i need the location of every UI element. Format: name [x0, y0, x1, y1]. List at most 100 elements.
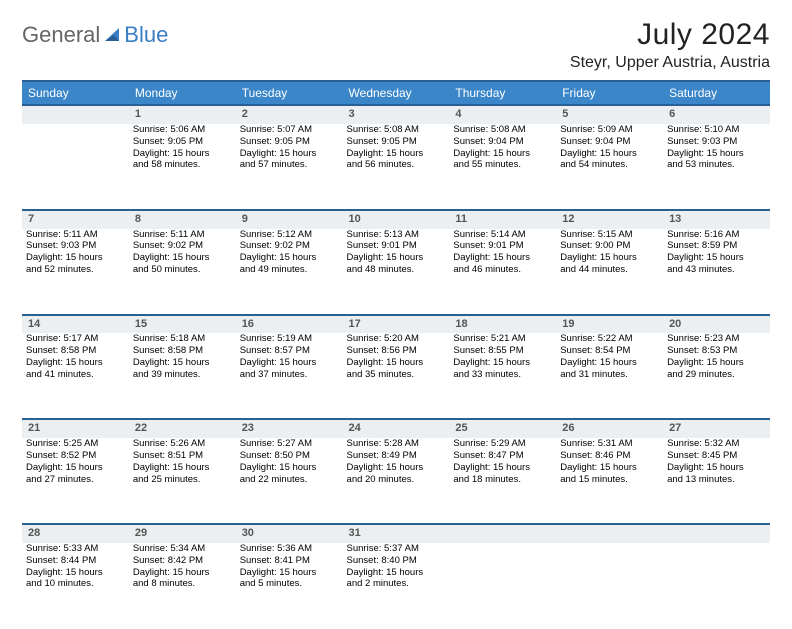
day-cell [449, 543, 556, 629]
weekday-header: Thursday [449, 81, 556, 105]
daylight-text: and 52 minutes. [26, 264, 125, 276]
day-number: 6 [663, 105, 770, 124]
sunrise-text: Sunrise: 5:31 AM [560, 438, 659, 450]
sunrise-text: Sunrise: 5:32 AM [667, 438, 766, 450]
daylight-text: and 57 minutes. [240, 159, 339, 171]
location: Steyr, Upper Austria, Austria [570, 54, 770, 72]
sunset-text: Sunset: 8:42 PM [133, 555, 232, 567]
sunset-text: Sunset: 8:47 PM [453, 450, 552, 462]
sunrise-text: Sunrise: 5:36 AM [240, 543, 339, 555]
sunset-text: Sunset: 9:02 PM [133, 240, 232, 252]
sunset-text: Sunset: 8:40 PM [347, 555, 446, 567]
daylight-text: Daylight: 15 hours [667, 252, 766, 264]
sunrise-text: Sunrise: 5:13 AM [347, 229, 446, 241]
daylight-text: Daylight: 15 hours [26, 252, 125, 264]
sunrise-text: Sunrise: 5:33 AM [26, 543, 125, 555]
daylight-text: Daylight: 15 hours [133, 567, 232, 579]
sunset-text: Sunset: 9:04 PM [560, 136, 659, 148]
day-number: 22 [129, 419, 236, 438]
weekday-header: Saturday [663, 81, 770, 105]
daylight-text: Daylight: 15 hours [133, 148, 232, 160]
daylight-text: and 44 minutes. [560, 264, 659, 276]
day-number: 15 [129, 315, 236, 334]
sunrise-text: Sunrise: 5:10 AM [667, 124, 766, 136]
day-cell: Sunrise: 5:32 AMSunset: 8:45 PMDaylight:… [663, 438, 770, 524]
daylight-text: and 20 minutes. [347, 474, 446, 486]
sunrise-text: Sunrise: 5:11 AM [133, 229, 232, 241]
sunset-text: Sunset: 8:51 PM [133, 450, 232, 462]
sunset-text: Sunset: 8:59 PM [667, 240, 766, 252]
daylight-text: Daylight: 15 hours [453, 357, 552, 369]
sunrise-text: Sunrise: 5:09 AM [560, 124, 659, 136]
daylight-text: and 54 minutes. [560, 159, 659, 171]
day-cell: Sunrise: 5:23 AMSunset: 8:53 PMDaylight:… [663, 333, 770, 419]
sunset-text: Sunset: 9:00 PM [560, 240, 659, 252]
day-number [449, 524, 556, 543]
daylight-text: and 39 minutes. [133, 369, 232, 381]
sunrise-text: Sunrise: 5:27 AM [240, 438, 339, 450]
day-number: 13 [663, 210, 770, 229]
sunset-text: Sunset: 8:58 PM [26, 345, 125, 357]
month-title: July 2024 [570, 18, 770, 52]
day-content-row: Sunrise: 5:17 AMSunset: 8:58 PM Daylight:… [22, 333, 770, 419]
sunset-text: Sunset: 8:44 PM [26, 555, 125, 567]
daylight-text: Daylight: 15 hours [453, 252, 552, 264]
day-number [663, 524, 770, 543]
sunrise-text: Sunrise: 5:06 AM [133, 124, 232, 136]
sunrise-text: Sunrise: 5:29 AM [453, 438, 552, 450]
sunset-text: Sunset: 9:05 PM [240, 136, 339, 148]
sunset-text: Sunset: 9:04 PM [453, 136, 552, 148]
day-number: 30 [236, 524, 343, 543]
sunrise-text: Sunrise: 5:23 AM [667, 333, 766, 345]
daylight-text: Daylight: 15 hours [453, 462, 552, 474]
day-cell: Sunrise: 5:06 AMSunset: 9:05 PMDaylight:… [129, 124, 236, 210]
day-number: 1 [129, 105, 236, 124]
day-cell: Sunrise: 5:11 AMSunset: 9:03 PMDaylight:… [22, 229, 129, 315]
sunset-text: Sunset: 9:01 PM [347, 240, 446, 252]
sunset-text: Sunset: 9:01 PM [453, 240, 552, 252]
daylight-text: Daylight: 15 hours [240, 148, 339, 160]
day-number: 14 [22, 315, 129, 334]
day-number: 25 [449, 419, 556, 438]
day-number: 21 [22, 419, 129, 438]
day-cell: Sunrise: 5:11 AMSunset: 9:02 PMDaylight:… [129, 229, 236, 315]
day-content-row: Sunrise: 5:25 AMSunset: 8:52 PMDaylight:… [22, 438, 770, 524]
day-cell: Sunrise: 5:36 AMSunset: 8:41 PMDaylight:… [236, 543, 343, 629]
sunrise-text: Sunrise: 5:20 AM [347, 333, 446, 345]
day-number-row: 28293031 [22, 524, 770, 543]
day-number: 28 [22, 524, 129, 543]
sunrise-text: Sunrise: 5:17 AM [26, 333, 125, 345]
day-cell: Sunrise: 5:08 AMSunset: 9:05 PMDaylight:… [343, 124, 450, 210]
day-number [556, 524, 663, 543]
sunrise-text: Sunrise: 5:25 AM [26, 438, 125, 450]
daylight-text: and 33 minutes. [453, 369, 552, 381]
sunrise-text: Sunrise: 5:16 AM [667, 229, 766, 241]
daylight-text: and 55 minutes. [453, 159, 552, 171]
daylight-text: and 2 minutes. [347, 578, 446, 590]
day-cell: Sunrise: 5:15 AMSunset: 9:00 PMDaylight:… [556, 229, 663, 315]
sunset-text: Sunset: 8:50 PM [240, 450, 339, 462]
daylight-text: Daylight: 15 hours [560, 252, 659, 264]
daylight-text: and 48 minutes. [347, 264, 446, 276]
daylight-text: and 25 minutes. [133, 474, 232, 486]
sunset-text: Sunset: 8:46 PM [560, 450, 659, 462]
day-number: 9 [236, 210, 343, 229]
day-cell: Sunrise: 5:14 AMSunset: 9:01 PMDaylight:… [449, 229, 556, 315]
daylight-text: Daylight: 15 hours [240, 462, 339, 474]
day-cell: Sunrise: 5:17 AMSunset: 8:58 PMDaylight:… [22, 333, 129, 419]
day-cell: Sunrise: 5:34 AMSunset: 8:42 PMDaylight:… [129, 543, 236, 629]
day-number: 18 [449, 315, 556, 334]
daylight-text: and 58 minutes. [133, 159, 232, 171]
weekday-header: Sunday [22, 81, 129, 105]
logo: General Blue [22, 22, 168, 48]
daylight-text: and 18 minutes. [453, 474, 552, 486]
sunrise-text: Sunrise: 5:14 AM [453, 229, 552, 241]
day-cell: Sunrise: 5:28 AMSunset: 8:49 PMDaylight:… [343, 438, 450, 524]
day-cell: Sunrise: 5:18 AMSunset: 8:58 PMDaylight:… [129, 333, 236, 419]
daylight-text: and 53 minutes. [667, 159, 766, 171]
day-number: 17 [343, 315, 450, 334]
day-number: 2 [236, 105, 343, 124]
day-number [22, 105, 129, 124]
daylight-text: and 10 minutes. [26, 578, 125, 590]
day-content-row: Sunrise: 5:06 AMSunset: 9:05 PMDaylight:… [22, 124, 770, 210]
